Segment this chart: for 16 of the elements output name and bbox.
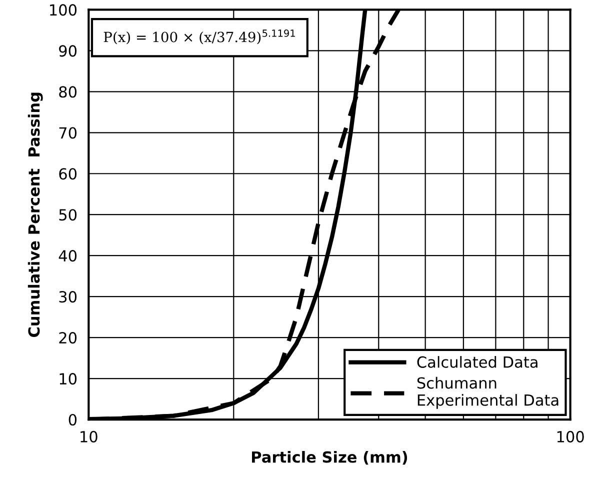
y-tick-label: 50	[59, 209, 77, 221]
y-tick-label: 20	[59, 332, 77, 344]
y-tick-label: 80	[59, 86, 77, 98]
annotation: P(x) = 100 × (x/37.49)$^{5.1191}$	[104, 30, 295, 44]
y-tick-label: 90	[59, 45, 77, 57]
y-tick-label: 10	[60, 373, 77, 385]
y-tick-label: 100	[50, 4, 77, 16]
y-tick-label: 30	[59, 291, 77, 303]
legend-label: Calculated Data	[417, 356, 538, 368]
y-axis-title: Cumulative Percent Passing	[28, 92, 43, 337]
y-tick-label: 0	[68, 414, 77, 426]
y-tick-label: 40	[58, 250, 77, 262]
y-tick-label: 70	[59, 127, 77, 139]
legend-label: Schumann Experimental Data	[417, 376, 558, 409]
y-tick-label: 60	[59, 168, 77, 180]
x-axis-title: Particle Size (mm)	[252, 450, 408, 465]
